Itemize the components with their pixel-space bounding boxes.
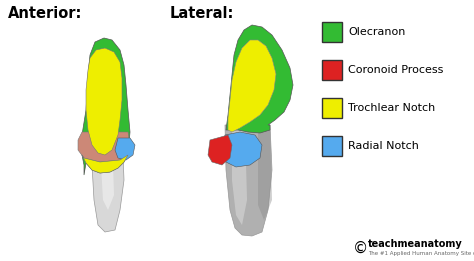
Polygon shape: [225, 125, 272, 236]
Text: Anterior:: Anterior:: [8, 7, 82, 21]
FancyBboxPatch shape: [322, 22, 342, 42]
Text: Coronoid Process: Coronoid Process: [348, 65, 443, 75]
Text: ©: ©: [353, 240, 368, 256]
Text: Olecranon: Olecranon: [348, 27, 405, 37]
FancyBboxPatch shape: [322, 98, 342, 118]
Text: teachmeanatomy: teachmeanatomy: [368, 239, 463, 249]
Polygon shape: [115, 138, 135, 160]
Text: The #1 Applied Human Anatomy Site on the Web.: The #1 Applied Human Anatomy Site on the…: [368, 252, 474, 257]
Text: Trochlear Notch: Trochlear Notch: [348, 103, 435, 113]
Polygon shape: [228, 40, 276, 132]
Polygon shape: [258, 127, 272, 220]
Polygon shape: [82, 155, 128, 173]
Polygon shape: [101, 132, 114, 210]
FancyBboxPatch shape: [322, 60, 342, 80]
Polygon shape: [232, 127, 247, 225]
Polygon shape: [78, 132, 130, 162]
Text: Radial Notch: Radial Notch: [348, 141, 419, 151]
FancyBboxPatch shape: [322, 136, 342, 156]
Polygon shape: [208, 135, 232, 165]
Polygon shape: [82, 38, 130, 175]
Polygon shape: [226, 25, 293, 133]
Polygon shape: [222, 132, 262, 167]
Polygon shape: [86, 48, 122, 155]
Polygon shape: [92, 130, 124, 232]
Text: Lateral:: Lateral:: [170, 7, 234, 21]
